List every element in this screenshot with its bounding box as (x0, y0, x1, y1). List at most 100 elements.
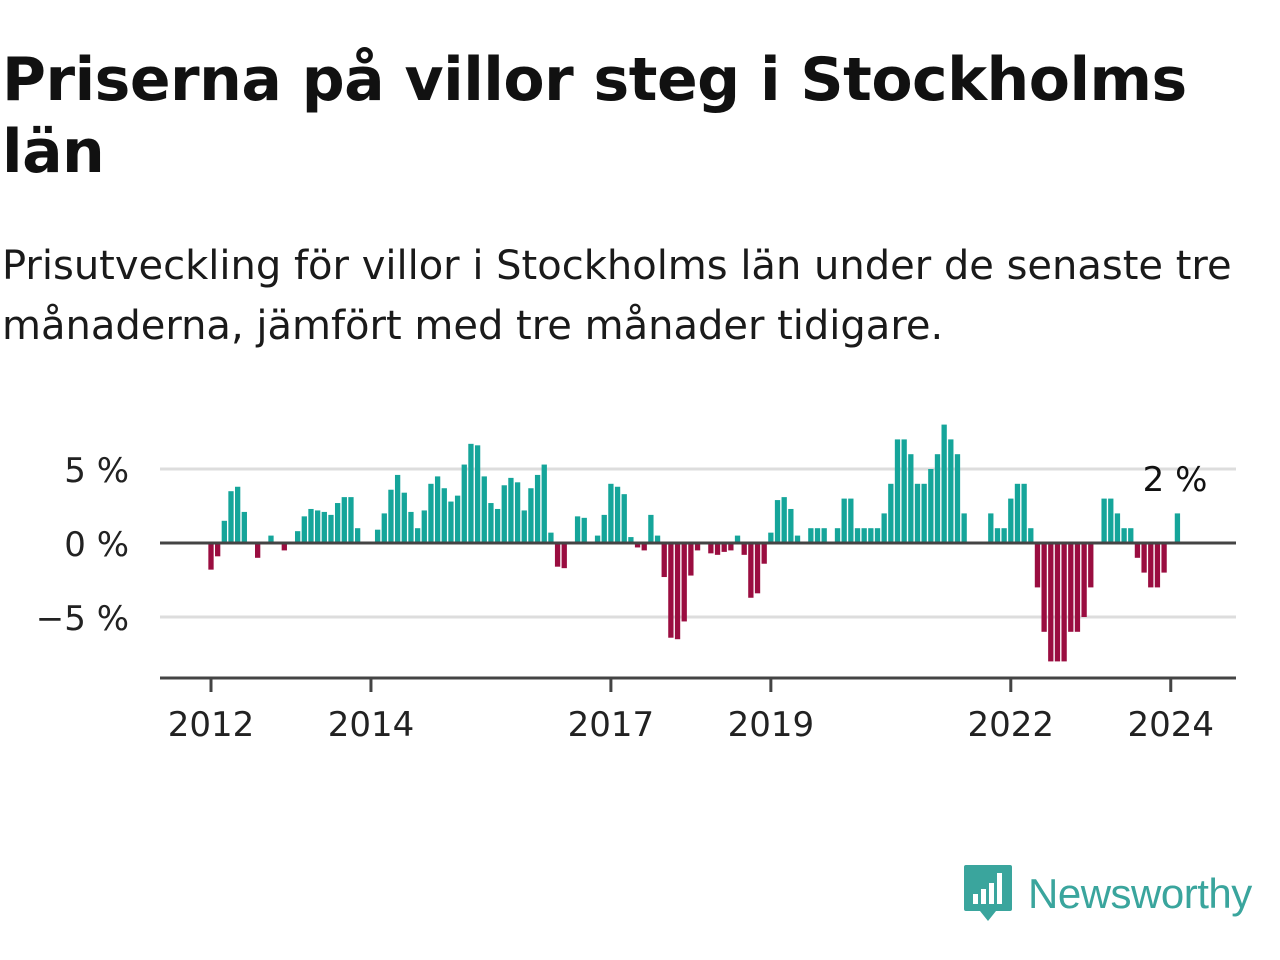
x-tick-label: 2022 (968, 705, 1055, 745)
bar (541, 464, 547, 543)
y-tick-label: −5 % (36, 599, 129, 639)
bar (281, 543, 287, 551)
bar-chart: 5 % 0 % −5 % 2012 2014 2017 2019 2022 2024 2 % (36, 424, 1236, 745)
bar (608, 483, 614, 543)
bar (481, 476, 487, 543)
bar (474, 445, 481, 543)
axes (160, 541, 1236, 692)
bar (654, 535, 661, 543)
y-tick-label: 0 % (64, 525, 129, 565)
bar (394, 474, 401, 543)
bar (794, 535, 801, 543)
bar (461, 464, 467, 543)
bar (581, 517, 587, 543)
x-tick-label: 2024 (1127, 705, 1214, 745)
bar (594, 535, 601, 543)
bar (534, 474, 541, 543)
bar (908, 454, 914, 543)
bar (1041, 543, 1047, 632)
x-tick-label: 2017 (568, 705, 655, 745)
bar (768, 532, 774, 543)
bar (488, 503, 494, 543)
bar (548, 532, 554, 543)
bar (514, 482, 521, 543)
bar (1008, 498, 1014, 543)
chart-title: Priserna på villor steg i Stockholms län (2, 45, 1187, 187)
bar (294, 531, 301, 543)
bar (941, 424, 947, 543)
bar (988, 513, 994, 543)
chart-subtitle: Prisutveckling för villor i Stockholms l… (2, 243, 1232, 349)
bar (215, 543, 221, 557)
bar (428, 483, 434, 543)
bar (894, 439, 901, 543)
bar (874, 528, 881, 543)
bar (1014, 483, 1021, 543)
bar (1121, 528, 1127, 543)
bar (1028, 528, 1034, 543)
bar (681, 543, 687, 622)
bar (781, 497, 787, 543)
last-value-label: 2 % (1143, 460, 1208, 500)
bar (621, 494, 627, 543)
bar (854, 528, 861, 543)
bar (1034, 543, 1041, 588)
bar (1054, 543, 1061, 662)
bar (1154, 543, 1161, 588)
bar (348, 497, 354, 543)
bar (954, 454, 961, 543)
bars (208, 424, 1181, 662)
bar (1021, 483, 1027, 543)
bar (1148, 543, 1154, 588)
bar (661, 543, 667, 578)
bar (788, 508, 794, 543)
bar (634, 543, 641, 548)
bar (834, 528, 841, 543)
bar (308, 508, 314, 543)
bar (321, 511, 327, 543)
bar (328, 514, 334, 543)
bar (714, 543, 721, 555)
bar (421, 510, 427, 543)
bar (221, 520, 227, 543)
bar (848, 498, 854, 543)
bar (614, 486, 621, 543)
bar (341, 497, 347, 543)
bar (1141, 543, 1147, 573)
bar (641, 543, 647, 551)
bar (748, 543, 754, 598)
bar (841, 498, 847, 543)
bar (1161, 543, 1167, 573)
bar (1128, 528, 1134, 543)
bar (441, 488, 447, 543)
bar (334, 503, 341, 543)
bar (501, 485, 507, 543)
bar (554, 543, 561, 567)
bar (914, 483, 921, 543)
bar (434, 476, 441, 543)
bar (994, 528, 1001, 543)
bar (674, 543, 681, 640)
bar (268, 535, 274, 543)
bar (861, 528, 867, 543)
bar (508, 477, 514, 543)
bar (454, 495, 461, 543)
bar (628, 537, 634, 543)
bar (808, 528, 814, 543)
bar (528, 488, 534, 543)
bar (235, 486, 241, 543)
bar (1001, 528, 1007, 543)
bar (721, 543, 727, 552)
bar (1061, 543, 1067, 662)
bar (1081, 543, 1087, 617)
bar (734, 535, 741, 543)
bar (601, 514, 607, 543)
bar (388, 489, 394, 543)
bar (1048, 543, 1054, 662)
bar (208, 543, 214, 570)
x-tick-label: 2014 (328, 705, 415, 745)
bar (774, 500, 781, 543)
bar (961, 513, 967, 543)
bar (741, 543, 747, 555)
bar (414, 528, 421, 543)
